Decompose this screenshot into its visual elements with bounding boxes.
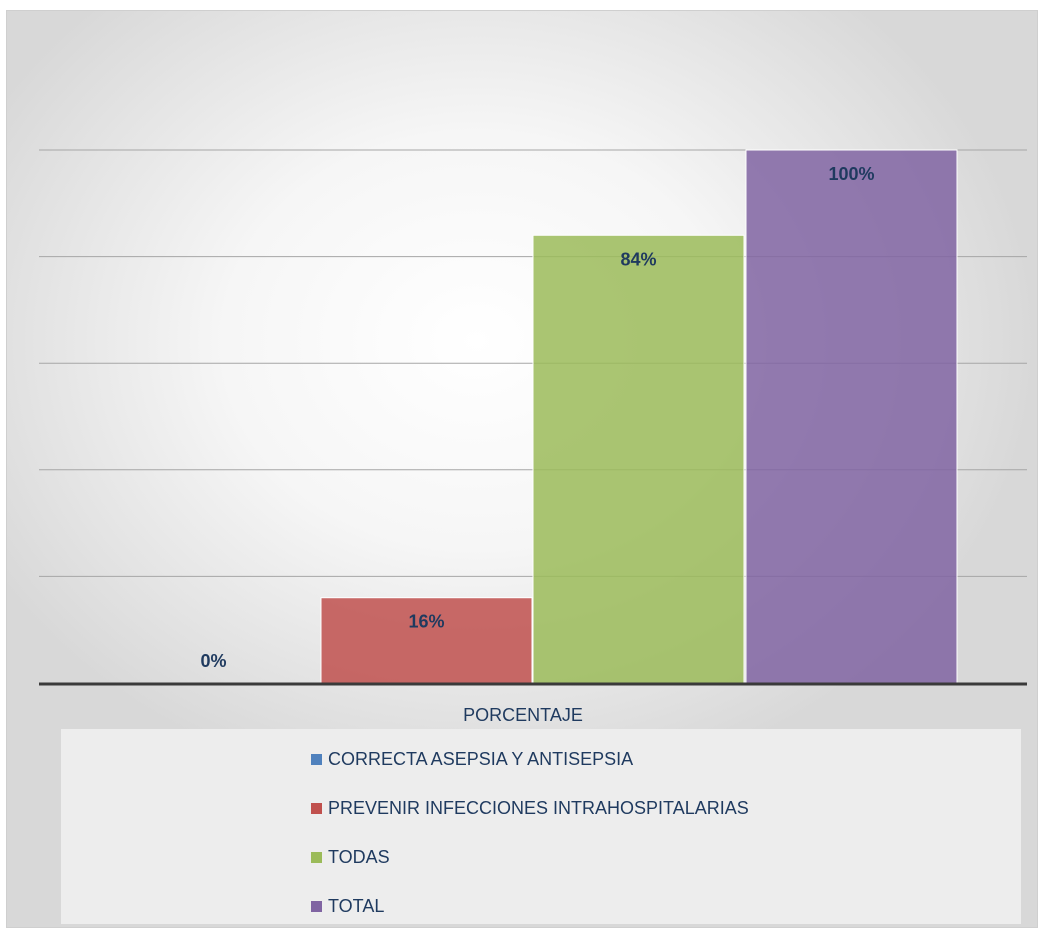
legend-swatch (311, 754, 322, 765)
data-label: 100% (828, 164, 874, 184)
legend-label: CORRECTA ASEPSIA Y ANTISEPSIA (328, 749, 634, 769)
legend-item-total: TOTAL (311, 896, 384, 917)
bar (745, 149, 958, 684)
bar (532, 234, 745, 684)
legend-item-todas: TODAS (311, 847, 390, 868)
legend-label: TODAS (328, 847, 390, 867)
bar (320, 597, 533, 684)
legend-item-correcta-asepsia: CORRECTA ASEPSIA Y ANTISEPSIA (311, 749, 633, 770)
chart-area: 0% 16% 84% 100% PORCENTAJE CORRECTA ASEPSIA… (6, 10, 1038, 928)
legend-label: TOTAL (328, 896, 385, 916)
data-label: 0% (200, 651, 226, 671)
x-axis-label: PORCENTAJE (463, 705, 583, 725)
legend-label: PREVENIR INFECCIONES INTRAHOSPITALARIAS (328, 798, 749, 818)
legend-item-prevenir-infecciones: PREVENIR INFECCIONES INTRAHOSPITALARIAS (311, 798, 749, 819)
data-label: 16% (408, 612, 444, 632)
legend: CORRECTA ASEPSIA Y ANTISEPSIA PREVENIR I… (61, 729, 1021, 924)
legend-swatch (311, 852, 322, 863)
plot-area: 0% 16% 84% 100% (39, 149, 1027, 686)
data-label: 84% (620, 249, 656, 269)
legend-swatch (311, 803, 322, 814)
legend-swatch (311, 901, 322, 912)
